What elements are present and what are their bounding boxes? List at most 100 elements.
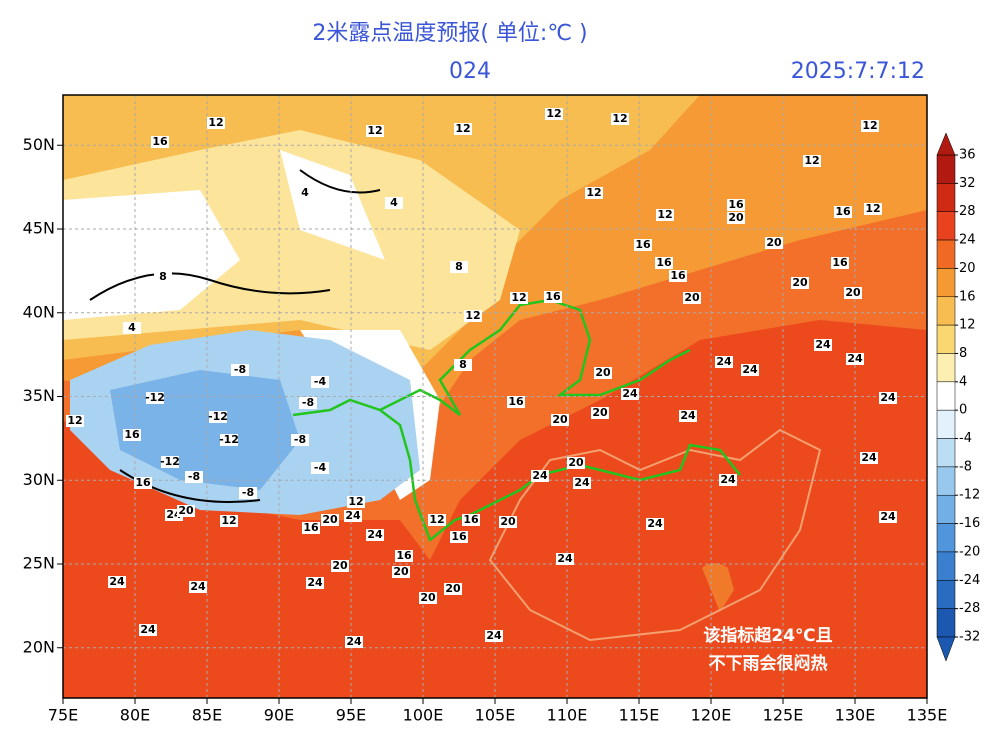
contour-label-bg	[344, 510, 362, 522]
contour-label-bg	[765, 237, 783, 249]
contour-label-bg	[464, 310, 482, 322]
contour-label: 24	[680, 409, 696, 422]
colorbar-segment	[936, 353, 956, 383]
contour-label: 8	[159, 270, 167, 283]
contour-label-bg	[462, 514, 480, 526]
colorbar-label: -4	[959, 431, 972, 446]
colorbar-label: -12	[959, 488, 980, 503]
x-tick-label: 105E	[475, 706, 516, 725]
colorbar-segment	[936, 296, 956, 326]
contour-label: 20	[684, 291, 700, 304]
contour-label: -8	[234, 363, 246, 376]
contour-label: 4	[128, 321, 136, 334]
contour-label: 24	[861, 451, 877, 464]
contour-label: 16	[124, 428, 140, 441]
colorbar-label: -8	[959, 459, 972, 474]
contour-label: 16	[152, 135, 168, 148]
colorbar-label: -32	[959, 630, 980, 645]
contour-label: 24	[716, 355, 732, 368]
contour-label: 16	[396, 549, 412, 562]
contour-label: 24	[847, 352, 863, 365]
colorbar-label: -20	[959, 544, 980, 559]
contour-label-bg	[239, 487, 257, 499]
colorbar-label: 0	[959, 403, 967, 418]
contour-label: 12	[612, 112, 627, 125]
contour-label-bg	[321, 514, 339, 526]
contour-label: 8	[455, 260, 463, 273]
contour-label-bg	[611, 113, 629, 125]
contour-label: 16	[832, 256, 848, 269]
contour-label-bg	[108, 576, 126, 588]
contour-label: 20	[552, 413, 568, 426]
contour-label: 20	[393, 565, 409, 578]
contour-label-bg	[556, 553, 574, 565]
contour-label: 24	[367, 528, 383, 541]
contour-label: 20	[568, 456, 584, 469]
contour-label-bg	[291, 434, 309, 446]
colorbar-label: -16	[959, 516, 980, 531]
contour-label-bg	[507, 396, 525, 408]
contour-label: 16	[135, 476, 151, 489]
contour-label-bg	[302, 522, 320, 534]
contour-label-bg	[299, 397, 317, 409]
contour-label-bg	[814, 339, 832, 351]
contour-label-bg	[591, 407, 609, 419]
contour-label: 16	[303, 521, 319, 534]
contour-label-bg	[727, 199, 745, 211]
y-tick-label: 20N	[23, 637, 55, 656]
contour-label: 12	[429, 513, 444, 526]
contour-label: 24	[486, 629, 502, 642]
contour-label: 12	[208, 116, 223, 129]
colorbar-segment	[936, 523, 956, 553]
contour-label-bg	[803, 155, 821, 167]
contour-label-bg	[715, 356, 733, 368]
contour-label-bg	[151, 136, 169, 148]
contour-label: 24	[190, 580, 206, 593]
contour-label: 12	[367, 124, 382, 137]
contour-label-bg	[231, 364, 249, 376]
contour-label-bg	[485, 630, 503, 642]
contour-label-bg	[719, 474, 737, 486]
map-frame	[62, 94, 928, 699]
contour-label-bg	[311, 376, 329, 388]
colorbar-segment	[936, 608, 956, 638]
contour-label-bg	[392, 566, 410, 578]
annotation: 不下雨会很闷热	[709, 653, 828, 674]
contour-label-bg	[395, 550, 413, 562]
contour-label-bg	[791, 277, 809, 289]
contour-label-bg	[331, 560, 349, 572]
colorbar-segment	[936, 381, 956, 411]
contour-label: 12	[465, 309, 480, 322]
colorbar-segment	[936, 580, 956, 609]
contour-label: 4	[390, 196, 398, 209]
contour-label-bg	[834, 206, 852, 218]
contour-label-bg	[567, 457, 585, 469]
contour-label-bg	[510, 292, 528, 304]
contour-label: -12	[145, 391, 165, 404]
annotation: 该指标超24℃且	[703, 625, 832, 646]
contour-label-bg	[177, 505, 195, 517]
colorbar-label: 12	[959, 318, 976, 333]
contour-label-bg	[347, 496, 365, 508]
colorbar-label: 24	[959, 233, 976, 248]
contour-label: 12	[804, 154, 819, 167]
contour-label-bg	[545, 108, 563, 120]
contour-label-bg	[844, 287, 862, 299]
contour-label: -8	[242, 486, 254, 499]
contour-label-bg	[366, 125, 384, 137]
contour-label: -12	[219, 433, 239, 446]
contour-label: 20	[595, 366, 611, 379]
y-tick-label: 30N	[23, 470, 55, 489]
contour-label: 24	[880, 391, 896, 404]
x-tick-label: 135E	[907, 706, 948, 725]
contour-label-bg	[573, 477, 591, 489]
colorbar-label: 20	[959, 261, 976, 276]
contour-label-bg	[306, 577, 324, 589]
y-tick-label: 45N	[23, 219, 55, 238]
contour-label: 24	[720, 473, 736, 486]
contour-label: 24	[574, 476, 590, 489]
contour-label-bg	[864, 203, 882, 215]
contour-label-bg	[296, 187, 314, 199]
